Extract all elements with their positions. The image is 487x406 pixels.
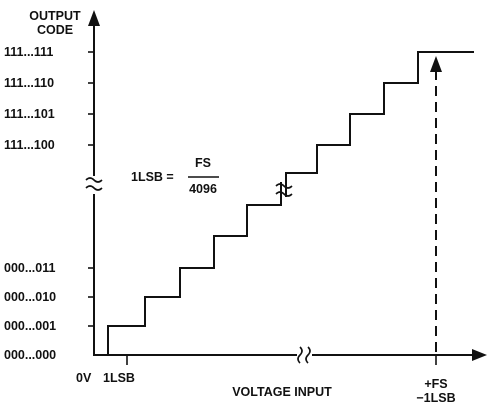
fs-arrow bbox=[430, 56, 442, 72]
y-axis-break-icon bbox=[85, 177, 103, 191]
x-axis-break-icon bbox=[297, 346, 311, 364]
y-code-111101: 111...101 bbox=[4, 107, 55, 121]
formula-denominator: 4096 bbox=[189, 182, 217, 196]
staircase-break-icon bbox=[275, 183, 293, 197]
y-code-000011: 000...011 bbox=[4, 261, 55, 275]
y-axis-title-line1: OUTPUT bbox=[29, 9, 81, 23]
x-axis-arrow bbox=[472, 349, 487, 361]
y-axis-arrow bbox=[88, 10, 100, 26]
x-label-1lsb: 1LSB bbox=[103, 371, 135, 385]
formula-lhs: 1LSB = bbox=[131, 170, 174, 184]
y-code-000001: 000...001 bbox=[4, 319, 56, 333]
y-code-000010: 000...010 bbox=[4, 290, 56, 304]
y-ticks bbox=[88, 51, 94, 327]
y-axis-title-line2: CODE bbox=[37, 23, 73, 37]
y-code-111110: 111...110 bbox=[4, 76, 54, 90]
x-label-fs-line2: −1LSB bbox=[416, 391, 455, 405]
x-label-fs-line1: +FS bbox=[424, 377, 447, 391]
y-code-111111: 111...111 bbox=[4, 45, 53, 59]
staircase-upper bbox=[285, 51, 474, 197]
formula-numerator: FS bbox=[195, 156, 211, 170]
x-label-origin: 0V bbox=[76, 371, 92, 385]
y-code-000000: 000...000 bbox=[4, 348, 56, 362]
x-axis-title: VOLTAGE INPUT bbox=[232, 385, 332, 399]
staircase-lower bbox=[107, 182, 282, 355]
y-code-111100: 111...100 bbox=[4, 138, 55, 152]
